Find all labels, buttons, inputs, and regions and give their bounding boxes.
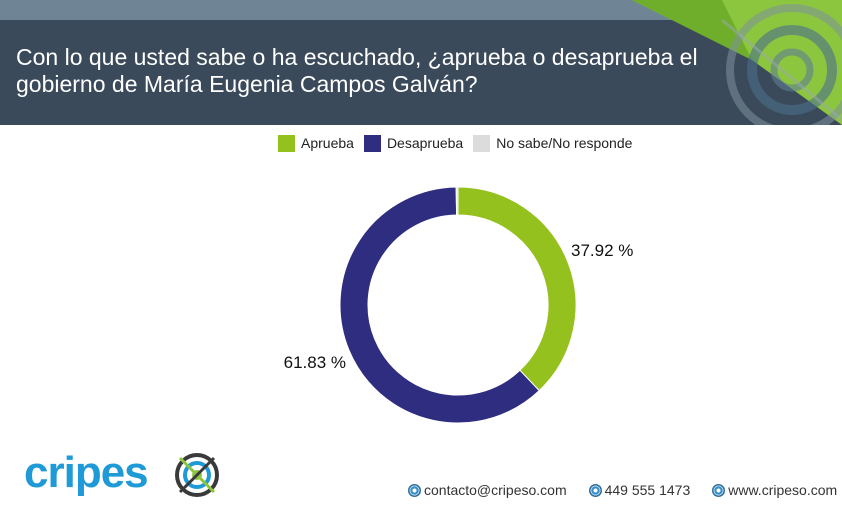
legend-item-no-sabe: No sabe/No responde [473, 134, 633, 152]
chart-legend: Aprueba Desaprueba No sabe/No responde [278, 133, 642, 153]
logo-target-icon [175, 453, 219, 497]
logo-text-main: cripes [24, 448, 149, 497]
legend-label-desaprueba: Desaprueba [386, 135, 464, 151]
cripeso-logo: cripes [24, 448, 224, 502]
cripeso-logo-icon [408, 483, 421, 497]
header-decoration [632, 0, 842, 125]
contact-phone-text: 449 555 1473 [604, 482, 691, 498]
footer-contacts: contacto@cripeso.com 449 555 1473 www.cr… [408, 482, 837, 498]
contact-website[interactable]: www.cripeso.com [712, 482, 837, 498]
legend-label-no-sabe: No sabe/No responde [496, 135, 633, 151]
cripeso-logo-icon [588, 483, 602, 497]
contact-phone[interactable]: 449 555 1473 [588, 482, 691, 498]
cripeso-logo-icon [712, 483, 726, 497]
slice-no-sabe [455, 186, 459, 216]
legend-swatch-aprueba [278, 134, 295, 152]
legend-swatch-no-sabe [473, 134, 491, 152]
contact-email-text: contacto@cripeso.com [424, 482, 567, 498]
legend-swatch-desaprueba [363, 134, 381, 152]
header-banner: Con lo que usted sabe o ha escuchado, ¿a… [0, 0, 842, 125]
data-label-desaprueba: 61.83 % [284, 353, 346, 372]
data-label-aprueba: 37.92 % [571, 241, 633, 260]
legend-label-aprueba: Aprueba [301, 135, 354, 151]
chart-title: Con lo que usted sabe o ha escuchado, ¿a… [16, 44, 698, 97]
contact-website-text: www.cripeso.com [728, 482, 838, 498]
contact-email[interactable]: contacto@cripeso.com [408, 482, 567, 498]
slice-desaprueba [339, 186, 540, 424]
slice-aprueba [457, 186, 577, 392]
legend-item-desaprueba: Desaprueba [363, 134, 464, 152]
logo-wordmark: cripes [24, 448, 149, 498]
legend-item-aprueba: Aprueba [278, 134, 354, 152]
header-top-strip [0, 0, 842, 20]
